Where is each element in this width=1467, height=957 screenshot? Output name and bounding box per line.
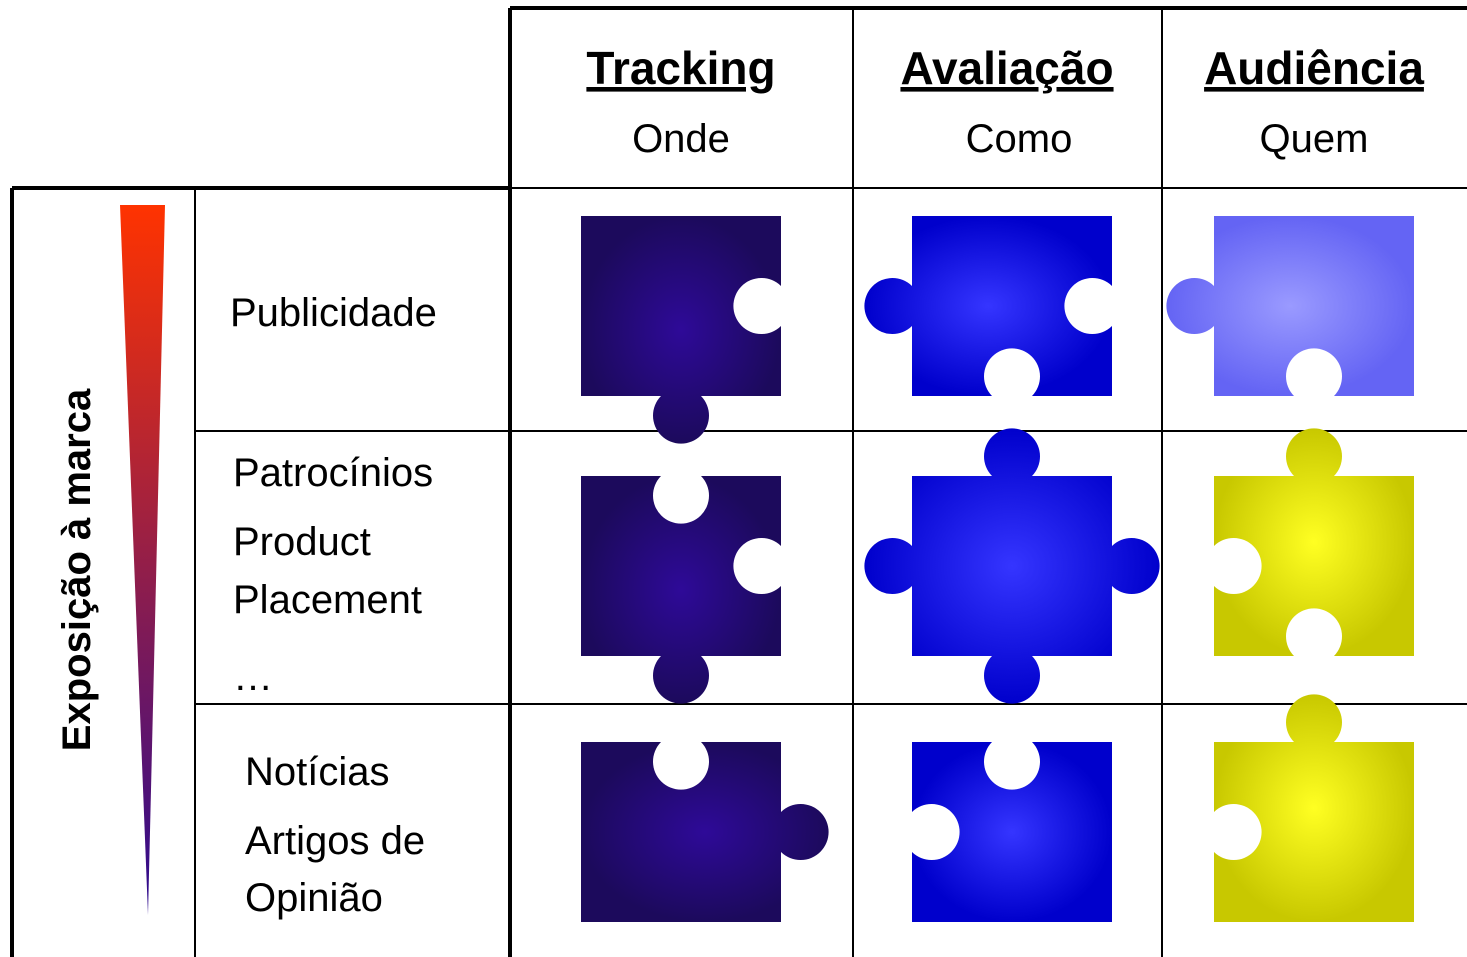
- puzzle-pieces: [581, 216, 1414, 922]
- puzzle-piece: [912, 742, 1112, 922]
- axis-label: Exposição à marca: [55, 388, 99, 751]
- row-label: Opinião: [245, 876, 383, 920]
- puzzle-piece: [864, 428, 1160, 704]
- row-label: Publicidade: [230, 291, 437, 335]
- puzzle-piece: [1214, 694, 1414, 922]
- row-label: …: [233, 655, 273, 699]
- column-title: Avaliação: [900, 42, 1113, 94]
- row-label: Product: [233, 520, 371, 564]
- column-subtitle: Onde: [632, 117, 730, 161]
- puzzle-piece: [581, 742, 829, 922]
- puzzle-piece: [864, 216, 1112, 396]
- row-label: Placement: [233, 578, 422, 622]
- puzzle-piece: [581, 216, 781, 444]
- grid: [10, 6, 1467, 957]
- row-label: Notícias: [245, 750, 390, 794]
- column-subtitle: Quem: [1260, 117, 1369, 161]
- puzzle-piece: [1166, 216, 1414, 396]
- column-title: Audiência: [1204, 42, 1424, 94]
- column-subtitle: Como: [966, 117, 1073, 161]
- puzzle-piece: [1214, 428, 1414, 656]
- column-title: Tracking: [586, 42, 775, 94]
- puzzle-piece: [581, 476, 781, 704]
- gradient-triangle: [120, 205, 165, 915]
- row-label: Patrocínios: [233, 451, 433, 495]
- row-label: Artigos de: [245, 819, 425, 863]
